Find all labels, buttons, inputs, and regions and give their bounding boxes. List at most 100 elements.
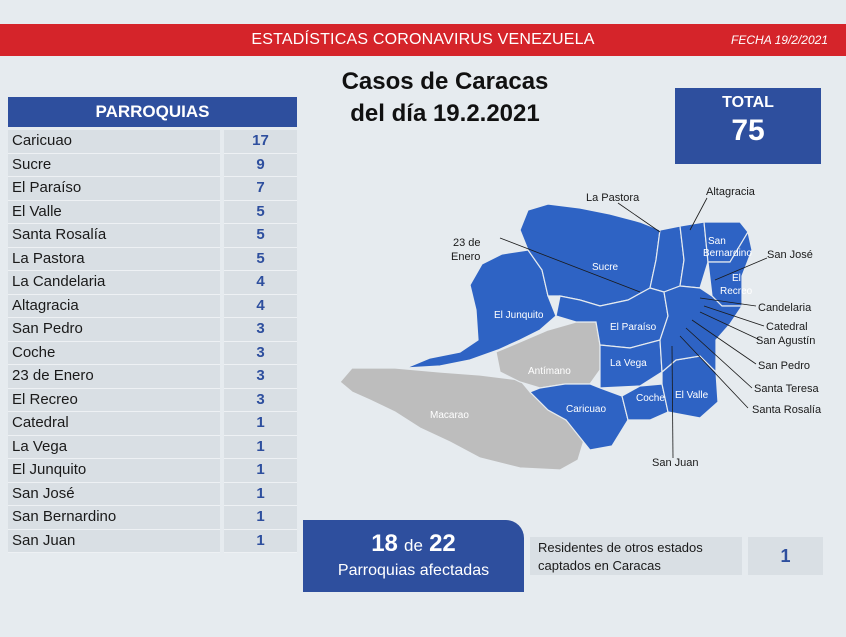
parroquias-header: PARROQUIAS (8, 97, 297, 127)
table-row: El Valle 5 (8, 200, 297, 224)
map-label-candelaria: Candelaria (758, 302, 812, 314)
parroquia-name: Coche (8, 341, 220, 365)
table-row: Coche 3 (8, 341, 297, 365)
parroquias-table: Caricuao 17 Sucre 9 El Paraíso 7 El Valle 5 Sant… (8, 130, 297, 553)
table-row: Catedral 1 (8, 412, 297, 436)
map-label-santa-teresa: Santa Teresa (754, 383, 820, 395)
map-label-23-enero-2: Enero (451, 251, 480, 263)
table-row: Sucre 9 (8, 153, 297, 177)
parroquia-name: El Paraíso (8, 177, 220, 201)
map-region-macarao (339, 367, 585, 471)
table-row: Caricuao 17 (8, 130, 297, 154)
map-leader-lines (499, 197, 768, 459)
map-label-san-bernardino-1: San (708, 236, 726, 247)
page-title-line2: del día 19.2.2021 (350, 100, 540, 127)
afectadas-count: 18 (371, 530, 398, 557)
table-row: El Paraíso 7 (8, 177, 297, 201)
parroquia-cases: 5 (224, 200, 297, 224)
map-label-el-recreo-1: El (732, 273, 741, 284)
parroquia-cases: 3 (224, 388, 297, 412)
parroquia-cases: 1 (224, 529, 297, 553)
map-label-altagracia: Altagracia (706, 186, 756, 198)
table-row: La Vega 1 (8, 435, 297, 459)
parroquia-name: El Junquito (8, 459, 220, 483)
map-label-san-pedro: San Pedro (758, 360, 810, 372)
table-row: Altagracia 4 (8, 294, 297, 318)
map-label-la-vega: La Vega (610, 358, 647, 369)
map-region-la-vega (599, 339, 663, 389)
map-label-san-juan: San Juan (652, 457, 698, 469)
map-label-el-recreo-2: Recreo (720, 286, 753, 297)
table-row: San Juan 1 (8, 529, 297, 553)
parroquia-cases: 1 (224, 412, 297, 436)
map-label-la-pastora: La Pastora (586, 192, 640, 204)
parroquia-name: El Recreo (8, 388, 220, 412)
afectadas-total: 22 (429, 530, 456, 557)
parroquia-cases: 4 (224, 271, 297, 295)
map-label-catedral: Catedral (766, 321, 808, 333)
afectadas-connector: de (404, 536, 423, 555)
map-label-antimano: Antímano (528, 366, 571, 377)
residentes-line1: Residentes de otros estados (538, 540, 703, 555)
banner-title: ESTADÍSTICAS CORONAVIRUS VENEZUELA (251, 31, 595, 48)
parroquia-cases: 9 (224, 153, 297, 177)
parroquia-name: Santa Rosalía (8, 224, 220, 248)
table-row: San Pedro 3 (8, 318, 297, 342)
parroquia-cases: 5 (224, 224, 297, 248)
table-row: El Junquito 1 (8, 459, 297, 483)
map-label-el-junquito: El Junquito (494, 310, 544, 321)
parroquia-name: San Juan (8, 529, 220, 553)
header-banner: ESTADÍSTICAS CORONAVIRUS VENEZUELA FECHA… (0, 24, 846, 56)
parroquia-name: La Candelaria (8, 271, 220, 295)
page-title-line1: Casos de Caracas (341, 68, 549, 95)
parroquia-name: Altagracia (8, 294, 220, 318)
map-label-caricuao: Caricuao (566, 404, 606, 415)
table-row: La Candelaria 4 (8, 271, 297, 295)
parroquia-name: Caricuao (8, 130, 220, 154)
parroquia-name: San José (8, 482, 220, 506)
parroquia-cases: 17 (224, 130, 297, 154)
map-label-el-paraiso: El Paraíso (610, 322, 657, 333)
table-row: Santa Rosalía 5 (8, 224, 297, 248)
parroquia-cases: 3 (224, 341, 297, 365)
parroquia-cases: 7 (224, 177, 297, 201)
parroquia-name: Catedral (8, 412, 220, 436)
total-label: TOTAL (722, 94, 774, 111)
map-label-santa-rosalia: Santa Rosalía (752, 404, 822, 416)
table-row: 23 de Enero 3 (8, 365, 297, 389)
map-label-23-enero-1: 23 de (453, 237, 481, 249)
parroquia-name: La Vega (8, 435, 220, 459)
residentes-box: Residentes de otros estados captados en … (530, 537, 742, 575)
map-label-coche: Coche (636, 393, 665, 404)
parroquia-cases: 1 (224, 506, 297, 530)
map-label-el-valle: El Valle (675, 390, 709, 401)
banner-date: FECHA 19/2/2021 (731, 33, 828, 47)
parroquia-name: San Bernardino (8, 506, 220, 530)
caracas-map: La Pastora Altagracia 23 de Enero San Jo… (339, 186, 822, 471)
parroquia-name: San Pedro (8, 318, 220, 342)
parroquia-cases: 1 (224, 482, 297, 506)
table-row: San Bernardino 1 (8, 506, 297, 530)
parroquia-name: El Valle (8, 200, 220, 224)
parroquia-cases: 1 (224, 435, 297, 459)
page-title: Casos de Caracas del día 19.2.2021 (330, 66, 560, 130)
afectadas-label: Parroquias afectadas (337, 562, 490, 579)
map-label-macarao: Macarao (430, 410, 469, 421)
total-box: TOTAL 75 (675, 88, 821, 164)
parroquia-name: Sucre (8, 153, 220, 177)
total-value: 75 (731, 114, 765, 147)
parroquia-cases: 1 (224, 459, 297, 483)
parroquia-cases: 5 (224, 247, 297, 271)
parroquia-name: La Pastora (8, 247, 220, 271)
map-label-san-bernardino-2: Bernardino (703, 248, 752, 259)
table-row: El Recreo 3 (8, 388, 297, 412)
parroquia-cases: 4 (224, 294, 297, 318)
table-row: La Pastora 5 (8, 247, 297, 271)
afectadas-box: 18 de 22 Parroquias afectadas (303, 520, 524, 592)
parroquia-name: 23 de Enero (8, 365, 220, 389)
parroquia-cases: 3 (224, 365, 297, 389)
table-row: San José 1 (8, 482, 297, 506)
residentes-value: 1 (748, 537, 823, 575)
parroquia-cases: 3 (224, 318, 297, 342)
map-label-sucre: Sucre (592, 262, 619, 273)
